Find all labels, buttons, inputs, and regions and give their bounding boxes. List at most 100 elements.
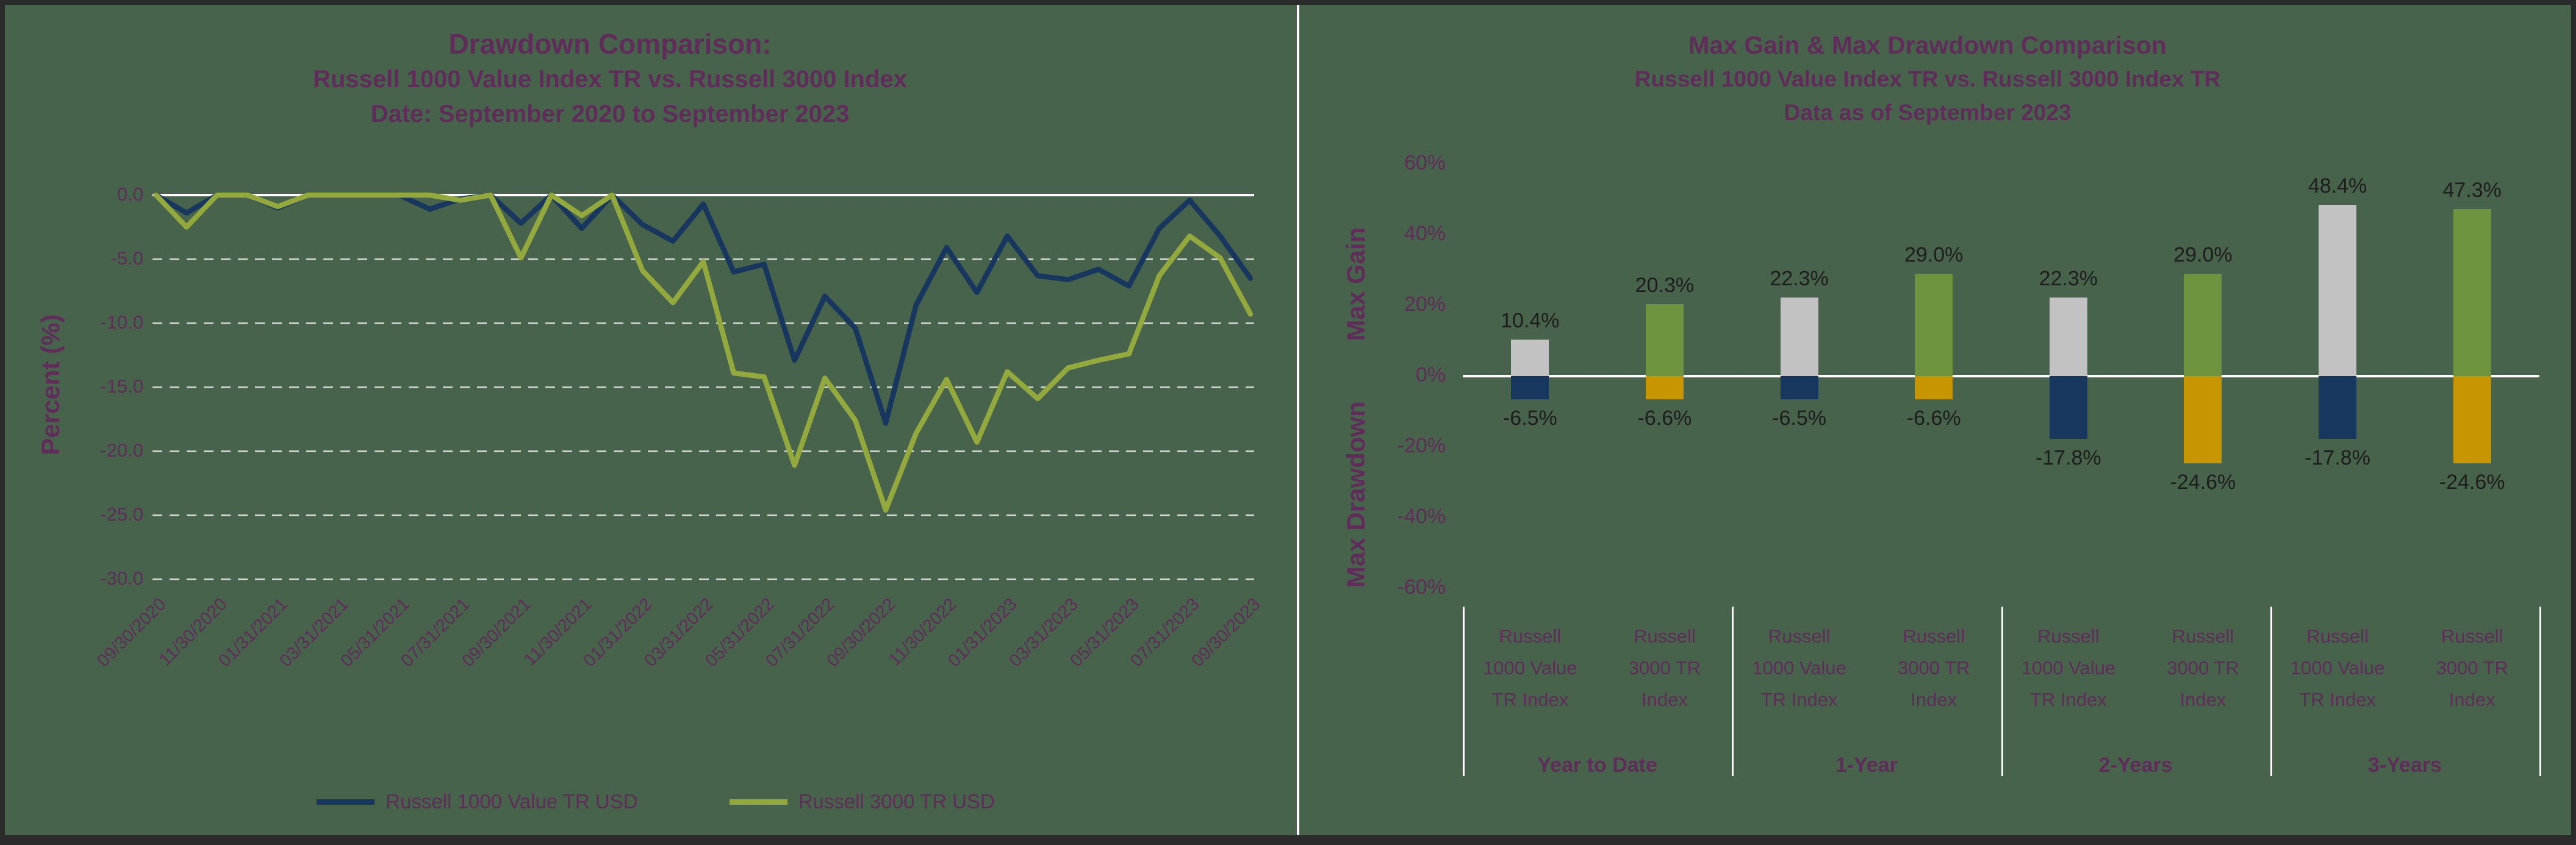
category-label-line: Russell	[2037, 626, 2100, 647]
bar-category-label: Russell 3000 TR Index	[2133, 621, 2273, 716]
bar-category-label: Russell 3000 TR Index	[1595, 621, 1735, 716]
max-drawdown-bar	[1915, 376, 1953, 400]
legend-line-swatch	[729, 799, 788, 805]
category-label-line: TR Index	[1491, 689, 1569, 710]
max-drawdown-bar	[2319, 376, 2357, 440]
group-separator-line	[2539, 607, 2541, 776]
category-label-line: Index	[1910, 689, 1957, 710]
max-drawdown-value-label: -6.6%	[1637, 407, 1692, 430]
max-gain-value-label: 29.0%	[2173, 243, 2233, 266]
legend-label: Russell 3000 TR USD	[798, 790, 995, 813]
group-separator-line	[1732, 607, 1734, 776]
max-gain-bar	[2319, 205, 2357, 376]
chart-title-line-3: Data as of September 2023	[1784, 100, 2072, 125]
category-label-line: TR Index	[1760, 689, 1838, 710]
legend-item-russell-3000: Russell 3000 TR USD	[729, 790, 995, 813]
bar-category-label: Russell 1000 Value TR Index	[1729, 621, 1870, 716]
group-label: 2-Years	[2098, 754, 2173, 777]
max-gain-bar	[1915, 273, 1953, 376]
y-axis-tick-label: -20.0	[100, 440, 143, 461]
drawdown-line-plot	[152, 192, 1254, 580]
legend-label: Russell 1000 Value TR USD	[386, 790, 638, 813]
max-gain-value-label: 47.3%	[2442, 178, 2502, 202]
group-separator-line	[2001, 607, 2003, 776]
category-label-line: 1000 Value	[1483, 657, 1577, 679]
y-axis-tick-label: -15.0	[100, 376, 143, 397]
group-label: Year to Date	[1537, 754, 1657, 777]
max-gain-bar	[1511, 339, 1549, 376]
category-label-line: Russell	[1634, 626, 1696, 647]
y-axis-tick-label: -60%	[1397, 576, 1446, 599]
group-label: 1-Year	[1835, 754, 1898, 777]
max-drawdown-value-label: -24.6%	[2170, 470, 2236, 494]
category-label-line: Russell	[1768, 626, 1831, 647]
y-axis-tick-label: 60%	[1404, 151, 1446, 174]
max-gain-bar	[2184, 273, 2222, 376]
max-gain-bar	[1780, 297, 1818, 376]
y-axis-tick-label: -10.0	[100, 312, 143, 333]
category-label-line: Russell	[1499, 626, 1562, 647]
max-drawdown-bar	[2049, 376, 2087, 440]
category-label-line: TR Index	[2299, 689, 2376, 710]
chart-title-line-1: Max Gain & Max Drawdown Comparison	[1688, 31, 2167, 59]
bar-category-label: Russell 3000 TR Index	[1864, 621, 2004, 716]
chart-title-line-1: Drawdown Comparison:	[448, 28, 772, 60]
chart-title-line-2: Russell 1000 Value Index TR vs. Russell …	[313, 66, 907, 93]
bar-category-label: Russell 3000 TR Index	[2402, 621, 2542, 716]
max-gain-bar	[1645, 304, 1684, 376]
y-axis-tick-label: -5.0	[110, 248, 143, 269]
drawdown-chart-title: Drawdown Comparison: Russell 1000 Value …	[110, 26, 1110, 132]
category-label-line: 3000 TR	[1898, 657, 1970, 679]
y-axis-tick-label: -25.0	[100, 504, 143, 525]
max-drawdown-value-label: -6.5%	[1772, 406, 1826, 430]
y-axis-tick-label: 0.0	[117, 184, 143, 205]
bar-chart-title: Max Gain & Max Drawdown Comparison Russe…	[1476, 28, 2379, 129]
panel-divider	[1297, 5, 1299, 835]
category-label-line: 1000 Value	[2290, 657, 2385, 679]
category-label-line: Index	[2180, 689, 2226, 710]
max-drawdown-value-label: -6.6%	[1906, 407, 1961, 430]
max-drawdown-bar	[2453, 376, 2491, 463]
bar-category-label: Russell 1000 Value TR Index	[1460, 621, 1600, 716]
group-label: 3-Years	[2367, 754, 2442, 777]
legend-item-russell-1000-value: Russell 1000 Value TR USD	[317, 790, 638, 813]
category-label-line: 3000 TR	[2436, 657, 2508, 679]
category-label-line: Index	[2449, 689, 2495, 710]
max-gain-value-label: 10.4%	[1501, 308, 1560, 332]
chart-title-line-3: Date: September 2020 to September 2023	[370, 101, 850, 127]
y-axis-tick-label: 0%	[1415, 363, 1446, 387]
max-gain-axis-label: Max Gain	[1341, 227, 1370, 341]
max-gain-value-label: 48.4%	[2308, 174, 2367, 198]
category-label-line: 3000 TR	[2167, 657, 2239, 679]
category-label-line: Russell	[2441, 626, 2503, 647]
max-gain-value-label: 22.3%	[2039, 266, 2098, 290]
max-drawdown-bar	[1511, 376, 1549, 399]
category-label-line: Russell	[1903, 626, 1965, 647]
category-label-line: Russell	[2306, 626, 2369, 647]
group-separator-line	[1463, 607, 1465, 776]
max-gain-value-label: 22.3%	[1770, 266, 1829, 290]
category-label-line: Russell	[2172, 626, 2234, 647]
max-drawdown-value-label: -17.8%	[2305, 446, 2370, 470]
bar-category-label: Russell 1000 Value TR Index	[1998, 621, 2139, 716]
max-drawdown-value-label: -24.6%	[2439, 470, 2505, 494]
max-drawdown-value-label: -6.5%	[1502, 406, 1557, 430]
max-gain-value-label: 29.0%	[1904, 243, 1964, 266]
category-label-line: 1000 Value	[1752, 657, 1846, 679]
legend-line-swatch	[317, 799, 375, 805]
bar-category-label: Russell 1000 Value TR Index	[2267, 621, 2408, 716]
y-axis-tick-label: 40%	[1404, 222, 1446, 245]
max-drawdown-axis-label: Max Drawdown	[1341, 401, 1370, 588]
y-axis-tick-label: -40%	[1397, 505, 1446, 528]
category-label-line: 3000 TR	[1628, 657, 1701, 679]
y-axis-tick-label: -20%	[1397, 434, 1446, 457]
max-drawdown-bar	[1780, 376, 1818, 399]
max-gain-bar	[2453, 209, 2491, 376]
chart-title-line-2: Russell 1000 Value Index TR vs. Russell …	[1634, 66, 2221, 91]
category-label-line: 1000 Value	[2021, 657, 2116, 679]
category-label-line: TR Index	[2029, 689, 2107, 710]
y-axis-tick-label: -30.0	[100, 568, 143, 589]
max-gain-value-label: 20.3%	[1635, 274, 1695, 298]
max-drawdown-bar	[2184, 376, 2222, 463]
